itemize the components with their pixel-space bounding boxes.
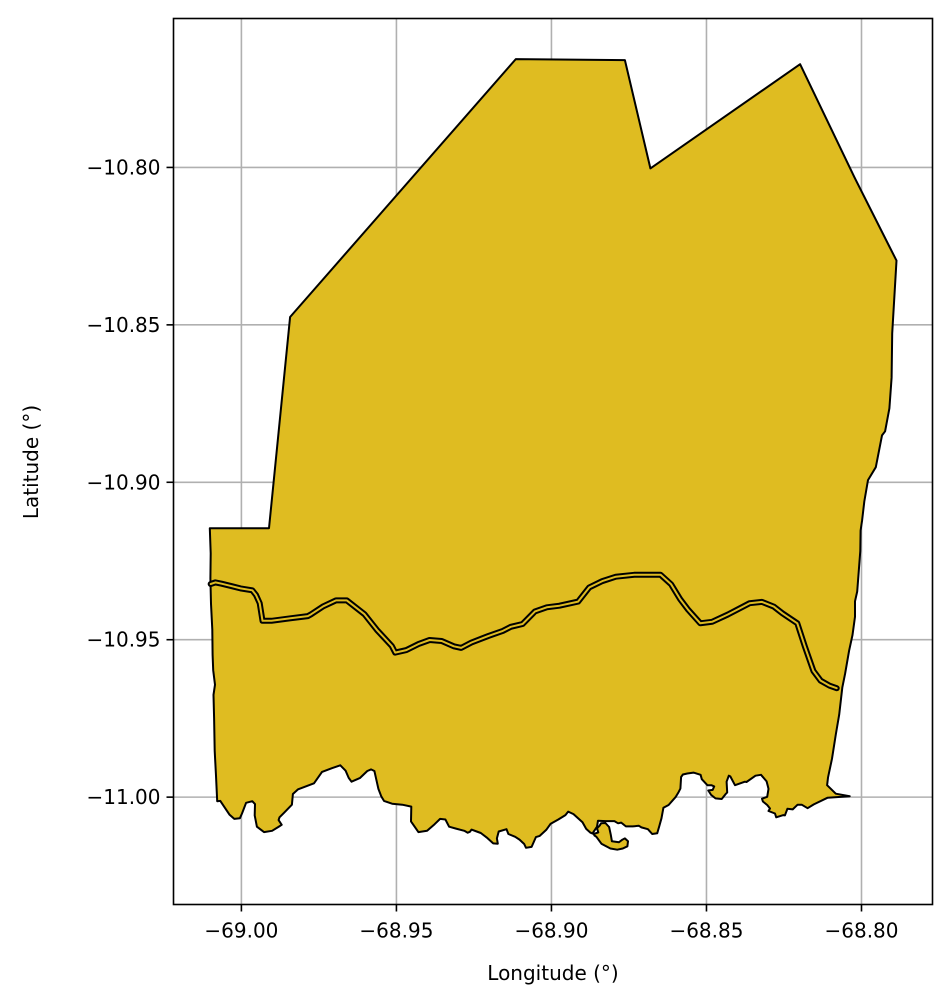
x-tick-label: −68.90 [514, 919, 588, 943]
x-tick-label: −69.00 [204, 919, 278, 943]
x-axis-label: Longitude (°) [487, 961, 618, 985]
y-tick-label: −10.80 [86, 155, 160, 179]
y-tick-label: −10.95 [86, 628, 160, 652]
y-tick-label: −11.00 [86, 785, 160, 809]
y-axis-label: Latitude (°) [19, 405, 43, 519]
y-tick-label: −10.85 [86, 313, 160, 337]
x-tick-label: −68.85 [669, 919, 743, 943]
x-tick-label: −68.80 [824, 919, 898, 943]
y-tick-label: −10.90 [86, 470, 160, 494]
x-tick-label: −68.95 [359, 919, 433, 943]
